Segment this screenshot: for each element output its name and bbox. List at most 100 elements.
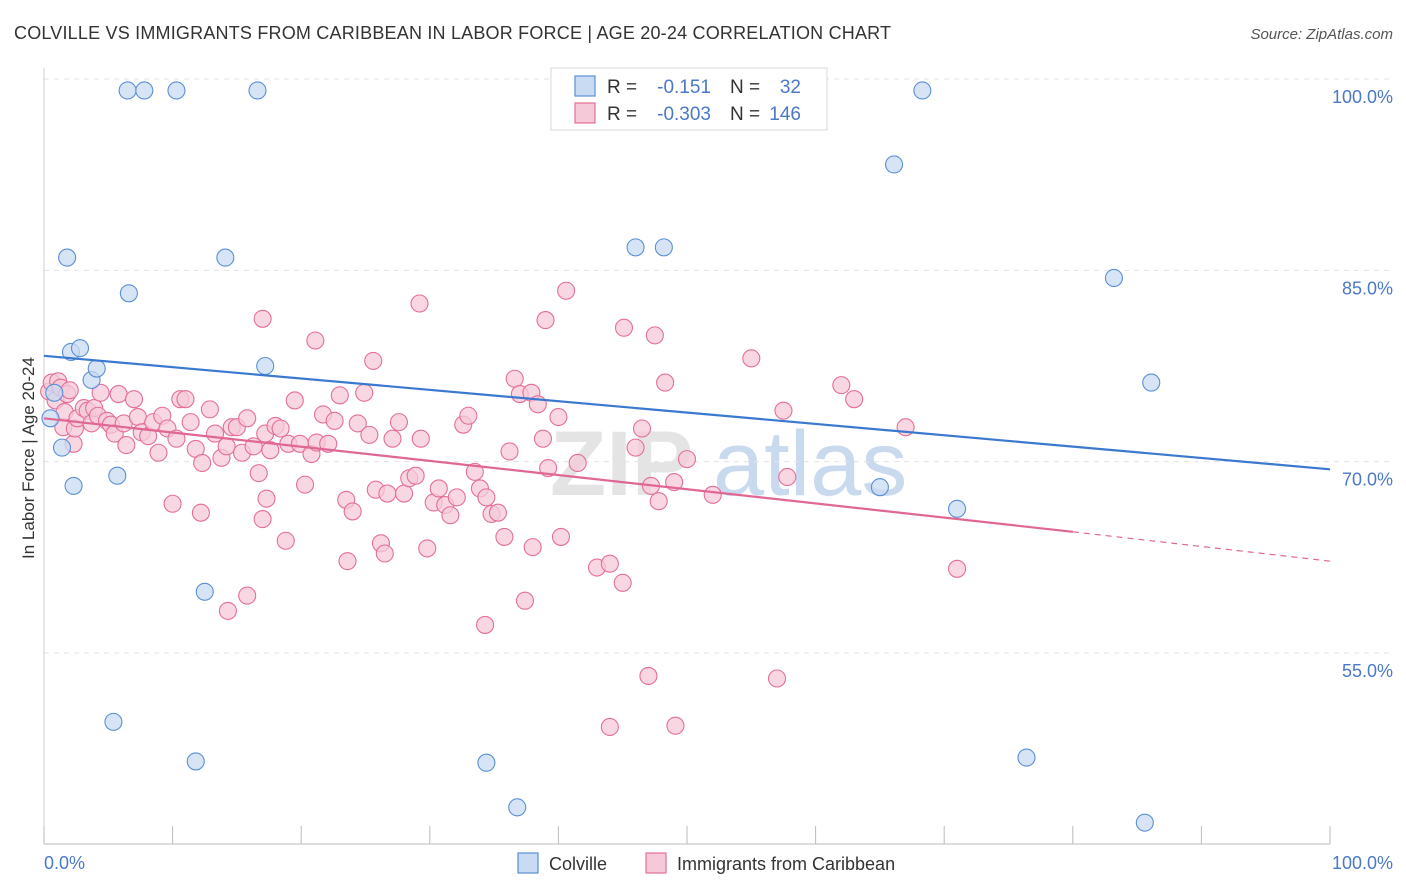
caribbean-point-50: [261, 441, 280, 460]
caribbean-point-85: [465, 462, 484, 481]
caribbean-point-137: [375, 544, 394, 563]
caribbean-point-104: [626, 438, 645, 457]
colville-point-5: [64, 476, 83, 495]
series-colville-points: [41, 81, 1161, 832]
colville-point-22: [626, 238, 645, 257]
caribbean-point-54: [285, 391, 304, 410]
axes: [43, 68, 1331, 845]
legend: Colville Immigrants from Caribbean: [517, 852, 895, 874]
caribbean-point-120: [639, 666, 658, 686]
chart-source: Source: ZipAtlas.com: [1250, 26, 1393, 43]
caribbean-point-112: [191, 503, 210, 522]
caribbean-point-8: [60, 381, 79, 400]
caribbean-point-107: [645, 326, 664, 345]
caribbean-point-77: [418, 539, 437, 558]
caribbean-point-35: [176, 390, 195, 409]
x-tick-label-max: 100.0%: [1332, 853, 1393, 873]
colville-point-27: [948, 499, 967, 518]
legend-label-caribbean: Immigrants from Caribbean: [677, 854, 895, 874]
caribbean-point-89: [488, 503, 508, 522]
caribbean-point-123: [742, 349, 761, 368]
stats-box-frame: [550, 67, 828, 131]
regression-lines: [43, 354, 1331, 562]
caribbean-point-91: [500, 442, 519, 461]
caribbean-point-17: [91, 383, 110, 402]
caribbean-point-46: [238, 409, 257, 428]
caribbean-point-141: [600, 717, 619, 737]
caribbean-point-21: [109, 385, 128, 404]
colville-point-12: [135, 81, 154, 100]
x-tick-label-min: 0.0%: [44, 853, 85, 873]
caribbean-point-128: [767, 669, 787, 688]
caribbean-point-134: [218, 601, 237, 620]
colville-point-15: [216, 248, 235, 267]
caribbean-point-124: [774, 401, 793, 420]
y-tick-label-0: 100.0%: [1332, 87, 1393, 107]
caribbean-point-133: [253, 510, 272, 529]
colville-point-26: [913, 81, 932, 100]
caribbean-point-56: [296, 475, 315, 494]
regression-line-caribbean-extension: [1072, 531, 1331, 562]
stats-n-value-colville: 32: [780, 77, 801, 98]
chart-title: COLVILLE VS IMMIGRANTS FROM CARIBBEAN IN…: [14, 23, 891, 43]
caribbean-point-113: [253, 309, 272, 328]
colville-point-30: [1135, 813, 1154, 832]
caribbean-point-117: [536, 311, 555, 330]
caribbean-point-118: [557, 281, 576, 300]
caribbean-point-61: [325, 411, 344, 430]
caribbean-point-38: [193, 453, 212, 472]
caribbean-point-79: [429, 479, 448, 498]
stats-box: R = -0.151 N = 32 R = -0.303 N = 146: [550, 67, 828, 131]
caribbean-point-62: [330, 386, 349, 405]
colville-point-20: [477, 753, 496, 772]
caribbean-point-132: [257, 489, 276, 508]
y-tick-labels: 100.0% 85.0% 70.0% 55.0%: [1332, 87, 1393, 681]
caribbean-point-139: [523, 538, 542, 557]
caribbean-point-87: [477, 488, 496, 507]
stats-r-label-caribbean: R =: [607, 104, 637, 125]
colville-point-29: [1104, 268, 1124, 288]
caribbean-point-97: [533, 429, 553, 448]
gridlines: [44, 78, 1393, 654]
caribbean-point-82: [447, 488, 466, 507]
caribbean-point-119: [614, 318, 634, 337]
caribbean-point-84: [459, 406, 478, 425]
colville-point-14: [195, 582, 214, 601]
stats-n-label-colville: N =: [730, 77, 760, 98]
y-axis-label: In Labor Force | Age 20-24: [19, 357, 38, 559]
caribbean-point-70: [378, 484, 397, 503]
colville-point-16: [248, 81, 267, 100]
caribbean-point-24: [124, 390, 144, 409]
colville-point-9: [108, 466, 127, 485]
caribbean-point-94: [515, 591, 535, 610]
caribbean-point-76: [411, 429, 430, 448]
stats-r-value-caribbean: -0.303: [657, 104, 711, 125]
colville-point-23: [654, 238, 673, 257]
caribbean-point-99: [549, 407, 568, 427]
series-caribbean-points: [40, 281, 967, 737]
colville-point-31: [1142, 373, 1161, 392]
colville-point-13: [167, 81, 186, 100]
caribbean-point-131: [276, 531, 295, 550]
caribbean-point-140: [551, 527, 571, 546]
caribbean-point-73: [395, 484, 414, 503]
caribbean-point-75: [406, 466, 425, 485]
caribbean-point-103: [613, 573, 632, 592]
caribbean-point-111: [677, 450, 697, 469]
caribbean-point-52: [271, 419, 290, 438]
stats-swatch-colville: [574, 75, 596, 97]
caribbean-point-102: [600, 554, 619, 573]
caribbean-point-90: [495, 527, 514, 546]
regression-line-caribbean: [43, 417, 1073, 533]
watermark-atlas: atlas: [713, 413, 907, 515]
caribbean-point-130: [778, 467, 797, 487]
caribbean-point-72: [389, 413, 408, 432]
colville-point-21: [508, 798, 527, 817]
y-tick-label-3: 55.0%: [1342, 661, 1393, 681]
legend-label-colville: Colville: [549, 854, 607, 874]
stats-r-label-colville: R =: [607, 77, 637, 98]
caribbean-point-105: [632, 419, 652, 438]
caribbean-point-114: [306, 331, 325, 350]
colville-point-8: [87, 359, 106, 378]
